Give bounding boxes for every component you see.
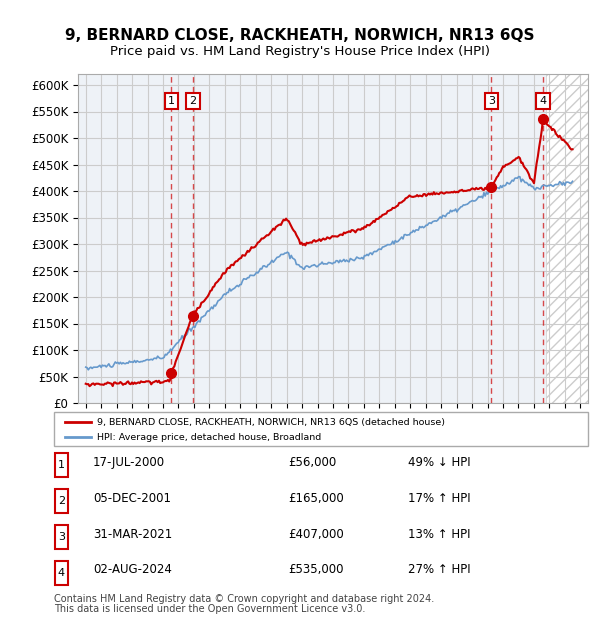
Text: 3: 3 bbox=[58, 532, 65, 542]
Text: £165,000: £165,000 bbox=[288, 492, 344, 505]
FancyBboxPatch shape bbox=[55, 525, 68, 549]
Text: 05-DEC-2001: 05-DEC-2001 bbox=[93, 492, 171, 505]
Bar bbox=[545, 74, 588, 403]
FancyBboxPatch shape bbox=[55, 489, 68, 513]
Text: 2: 2 bbox=[58, 496, 65, 506]
Text: 9, BERNARD CLOSE, RACKHEATH, NORWICH, NR13 6QS (detached house): 9, BERNARD CLOSE, RACKHEATH, NORWICH, NR… bbox=[97, 418, 445, 427]
Text: 49% ↓ HPI: 49% ↓ HPI bbox=[408, 456, 470, 469]
Text: Price paid vs. HM Land Registry's House Price Index (HPI): Price paid vs. HM Land Registry's House … bbox=[110, 45, 490, 58]
Text: £56,000: £56,000 bbox=[288, 456, 336, 469]
Text: 27% ↑ HPI: 27% ↑ HPI bbox=[408, 564, 470, 577]
Text: 13% ↑ HPI: 13% ↑ HPI bbox=[408, 528, 470, 541]
Text: 17% ↑ HPI: 17% ↑ HPI bbox=[408, 492, 470, 505]
FancyBboxPatch shape bbox=[54, 412, 588, 446]
Text: 3: 3 bbox=[488, 96, 495, 106]
Text: This data is licensed under the Open Government Licence v3.0.: This data is licensed under the Open Gov… bbox=[54, 604, 365, 614]
Text: 4: 4 bbox=[539, 96, 547, 106]
Bar bbox=[545, 74, 588, 403]
Text: 02-AUG-2024: 02-AUG-2024 bbox=[93, 564, 172, 577]
FancyBboxPatch shape bbox=[55, 453, 68, 477]
Text: 4: 4 bbox=[58, 568, 65, 578]
FancyBboxPatch shape bbox=[55, 560, 68, 585]
Text: HPI: Average price, detached house, Broadland: HPI: Average price, detached house, Broa… bbox=[97, 433, 321, 442]
Text: 1: 1 bbox=[58, 460, 65, 470]
Text: £407,000: £407,000 bbox=[288, 528, 344, 541]
Text: Contains HM Land Registry data © Crown copyright and database right 2024.: Contains HM Land Registry data © Crown c… bbox=[54, 595, 434, 604]
Text: 31-MAR-2021: 31-MAR-2021 bbox=[93, 528, 172, 541]
Text: 17-JUL-2000: 17-JUL-2000 bbox=[93, 456, 165, 469]
Text: 2: 2 bbox=[189, 96, 196, 106]
Text: 9, BERNARD CLOSE, RACKHEATH, NORWICH, NR13 6QS: 9, BERNARD CLOSE, RACKHEATH, NORWICH, NR… bbox=[65, 28, 535, 43]
Text: £535,000: £535,000 bbox=[288, 564, 343, 577]
Text: 1: 1 bbox=[168, 96, 175, 106]
